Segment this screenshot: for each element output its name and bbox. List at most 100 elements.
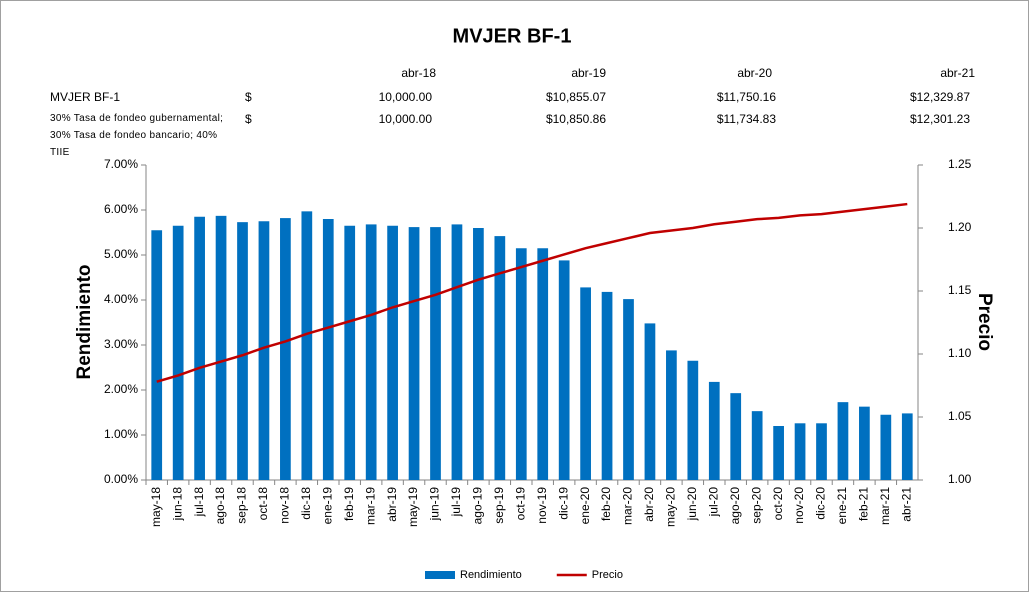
bar	[194, 216, 205, 480]
bar	[880, 414, 892, 480]
y-tick-label: 4.00%	[104, 292, 138, 306]
x-tick-label: feb-20	[599, 487, 613, 521]
y2-tick-label: 1.20	[948, 220, 972, 234]
table-cell: 10,000.00	[378, 90, 432, 104]
bar	[451, 224, 463, 480]
table-cell: $	[245, 90, 252, 104]
legend-swatch	[425, 571, 455, 579]
table-header: abr-18	[401, 66, 436, 80]
bar	[644, 323, 656, 480]
x-tick-label: ago-18	[213, 487, 227, 525]
bar	[666, 350, 677, 480]
bar	[816, 423, 827, 480]
bar	[280, 218, 291, 480]
table-cell: 30% Tasa de fondeo gubernamental; 30% Ta…	[50, 113, 224, 158]
x-tick-label: nov-18	[278, 487, 292, 524]
bar	[172, 225, 184, 480]
bar	[430, 227, 441, 480]
bar	[301, 211, 313, 480]
table-header: abr-19	[571, 66, 606, 80]
y2-axis-label: Precio	[974, 293, 995, 351]
x-tick-label: jul-18	[192, 487, 206, 518]
bar	[473, 228, 484, 480]
x-tick-label: dic-18	[299, 487, 313, 520]
bar	[623, 299, 634, 480]
y-tick-label: 5.00%	[104, 247, 138, 261]
x-tick-label: nov-20	[792, 487, 806, 524]
y-tick-label: 6.00%	[104, 202, 138, 216]
x-tick-label: dic-20	[814, 487, 828, 520]
x-tick-label: feb-21	[857, 487, 871, 521]
bar	[494, 236, 506, 480]
bar	[258, 221, 270, 480]
x-tick-label: mar-20	[621, 487, 635, 525]
bar	[387, 225, 398, 480]
bar	[215, 215, 227, 480]
table-header: abr-20	[737, 66, 772, 80]
x-tick-label: oct-19	[513, 487, 527, 521]
x-tick-label: may-18	[149, 487, 163, 527]
x-tick-label: mar-19	[363, 487, 377, 525]
chart-title: MVJER BF-1	[453, 25, 572, 47]
y-tick-label: 3.00%	[104, 337, 138, 351]
x-tick-label: sep-18	[235, 487, 249, 524]
bar	[751, 411, 763, 480]
x-tick-label: feb-19	[342, 487, 356, 521]
y-tick-label: 1.00%	[104, 427, 138, 441]
bar	[773, 426, 784, 480]
bar	[730, 393, 742, 480]
x-tick-label: abr-19	[385, 487, 399, 522]
line	[156, 202, 908, 383]
y2-tick-label: 1.05	[948, 409, 972, 423]
x-tick-label: dic-19	[556, 487, 570, 520]
x-tick-label: jul-19	[449, 487, 463, 518]
x-tick-label: jun-19	[428, 487, 442, 522]
x-tick-label: oct-18	[256, 487, 270, 521]
bar	[687, 360, 699, 480]
table-cell: $12,301.23	[909, 112, 970, 126]
y2-tick-label: 1.00	[948, 472, 972, 486]
table-cell: 10,000.00	[378, 112, 432, 126]
bar	[237, 222, 248, 480]
table-cell: $10,855.07	[545, 90, 606, 104]
bar	[537, 248, 549, 480]
bar	[322, 219, 334, 480]
x-tick-label: ago-20	[728, 487, 742, 525]
x-tick-label: jun-18	[170, 487, 184, 522]
bar	[365, 224, 377, 480]
bar	[859, 406, 870, 480]
bar	[601, 291, 613, 480]
table-header: abr-21	[940, 66, 975, 80]
bar	[901, 413, 913, 480]
bar	[515, 248, 527, 480]
table-cell: $11,734.83	[716, 112, 776, 126]
x-tick-label: nov-19	[535, 487, 549, 524]
bar	[344, 225, 356, 480]
bar	[151, 230, 163, 480]
table-cell: $11,750.16	[716, 90, 776, 104]
y2-tick-label: 1.25	[948, 157, 972, 171]
x-tick-label: sep-20	[749, 487, 763, 524]
legend-label: Precio	[592, 569, 623, 581]
y-tick-label: 0.00%	[104, 472, 138, 486]
bar	[794, 423, 806, 480]
y-axis-label: Rendimiento	[74, 264, 95, 379]
x-tick-label: may-20	[664, 487, 678, 527]
bar	[580, 287, 591, 480]
bar	[408, 227, 420, 480]
table-cell: $	[245, 112, 252, 126]
x-tick-label: mar-21	[878, 487, 892, 525]
x-tick-label: ene-20	[578, 487, 592, 525]
table-cell: $12,329.87	[909, 90, 970, 104]
y-tick-label: 7.00%	[104, 157, 138, 171]
x-tick-label: abr-21	[899, 487, 913, 522]
x-tick-label: oct-20	[771, 487, 785, 521]
x-tick-label: ene-19	[320, 487, 334, 525]
x-tick-label: may-19	[406, 487, 420, 527]
x-tick-label: sep-19	[492, 487, 506, 524]
x-tick-label: ago-19	[471, 487, 485, 525]
x-tick-label: abr-20	[642, 487, 656, 522]
y2-tick-label: 1.10	[948, 346, 972, 360]
